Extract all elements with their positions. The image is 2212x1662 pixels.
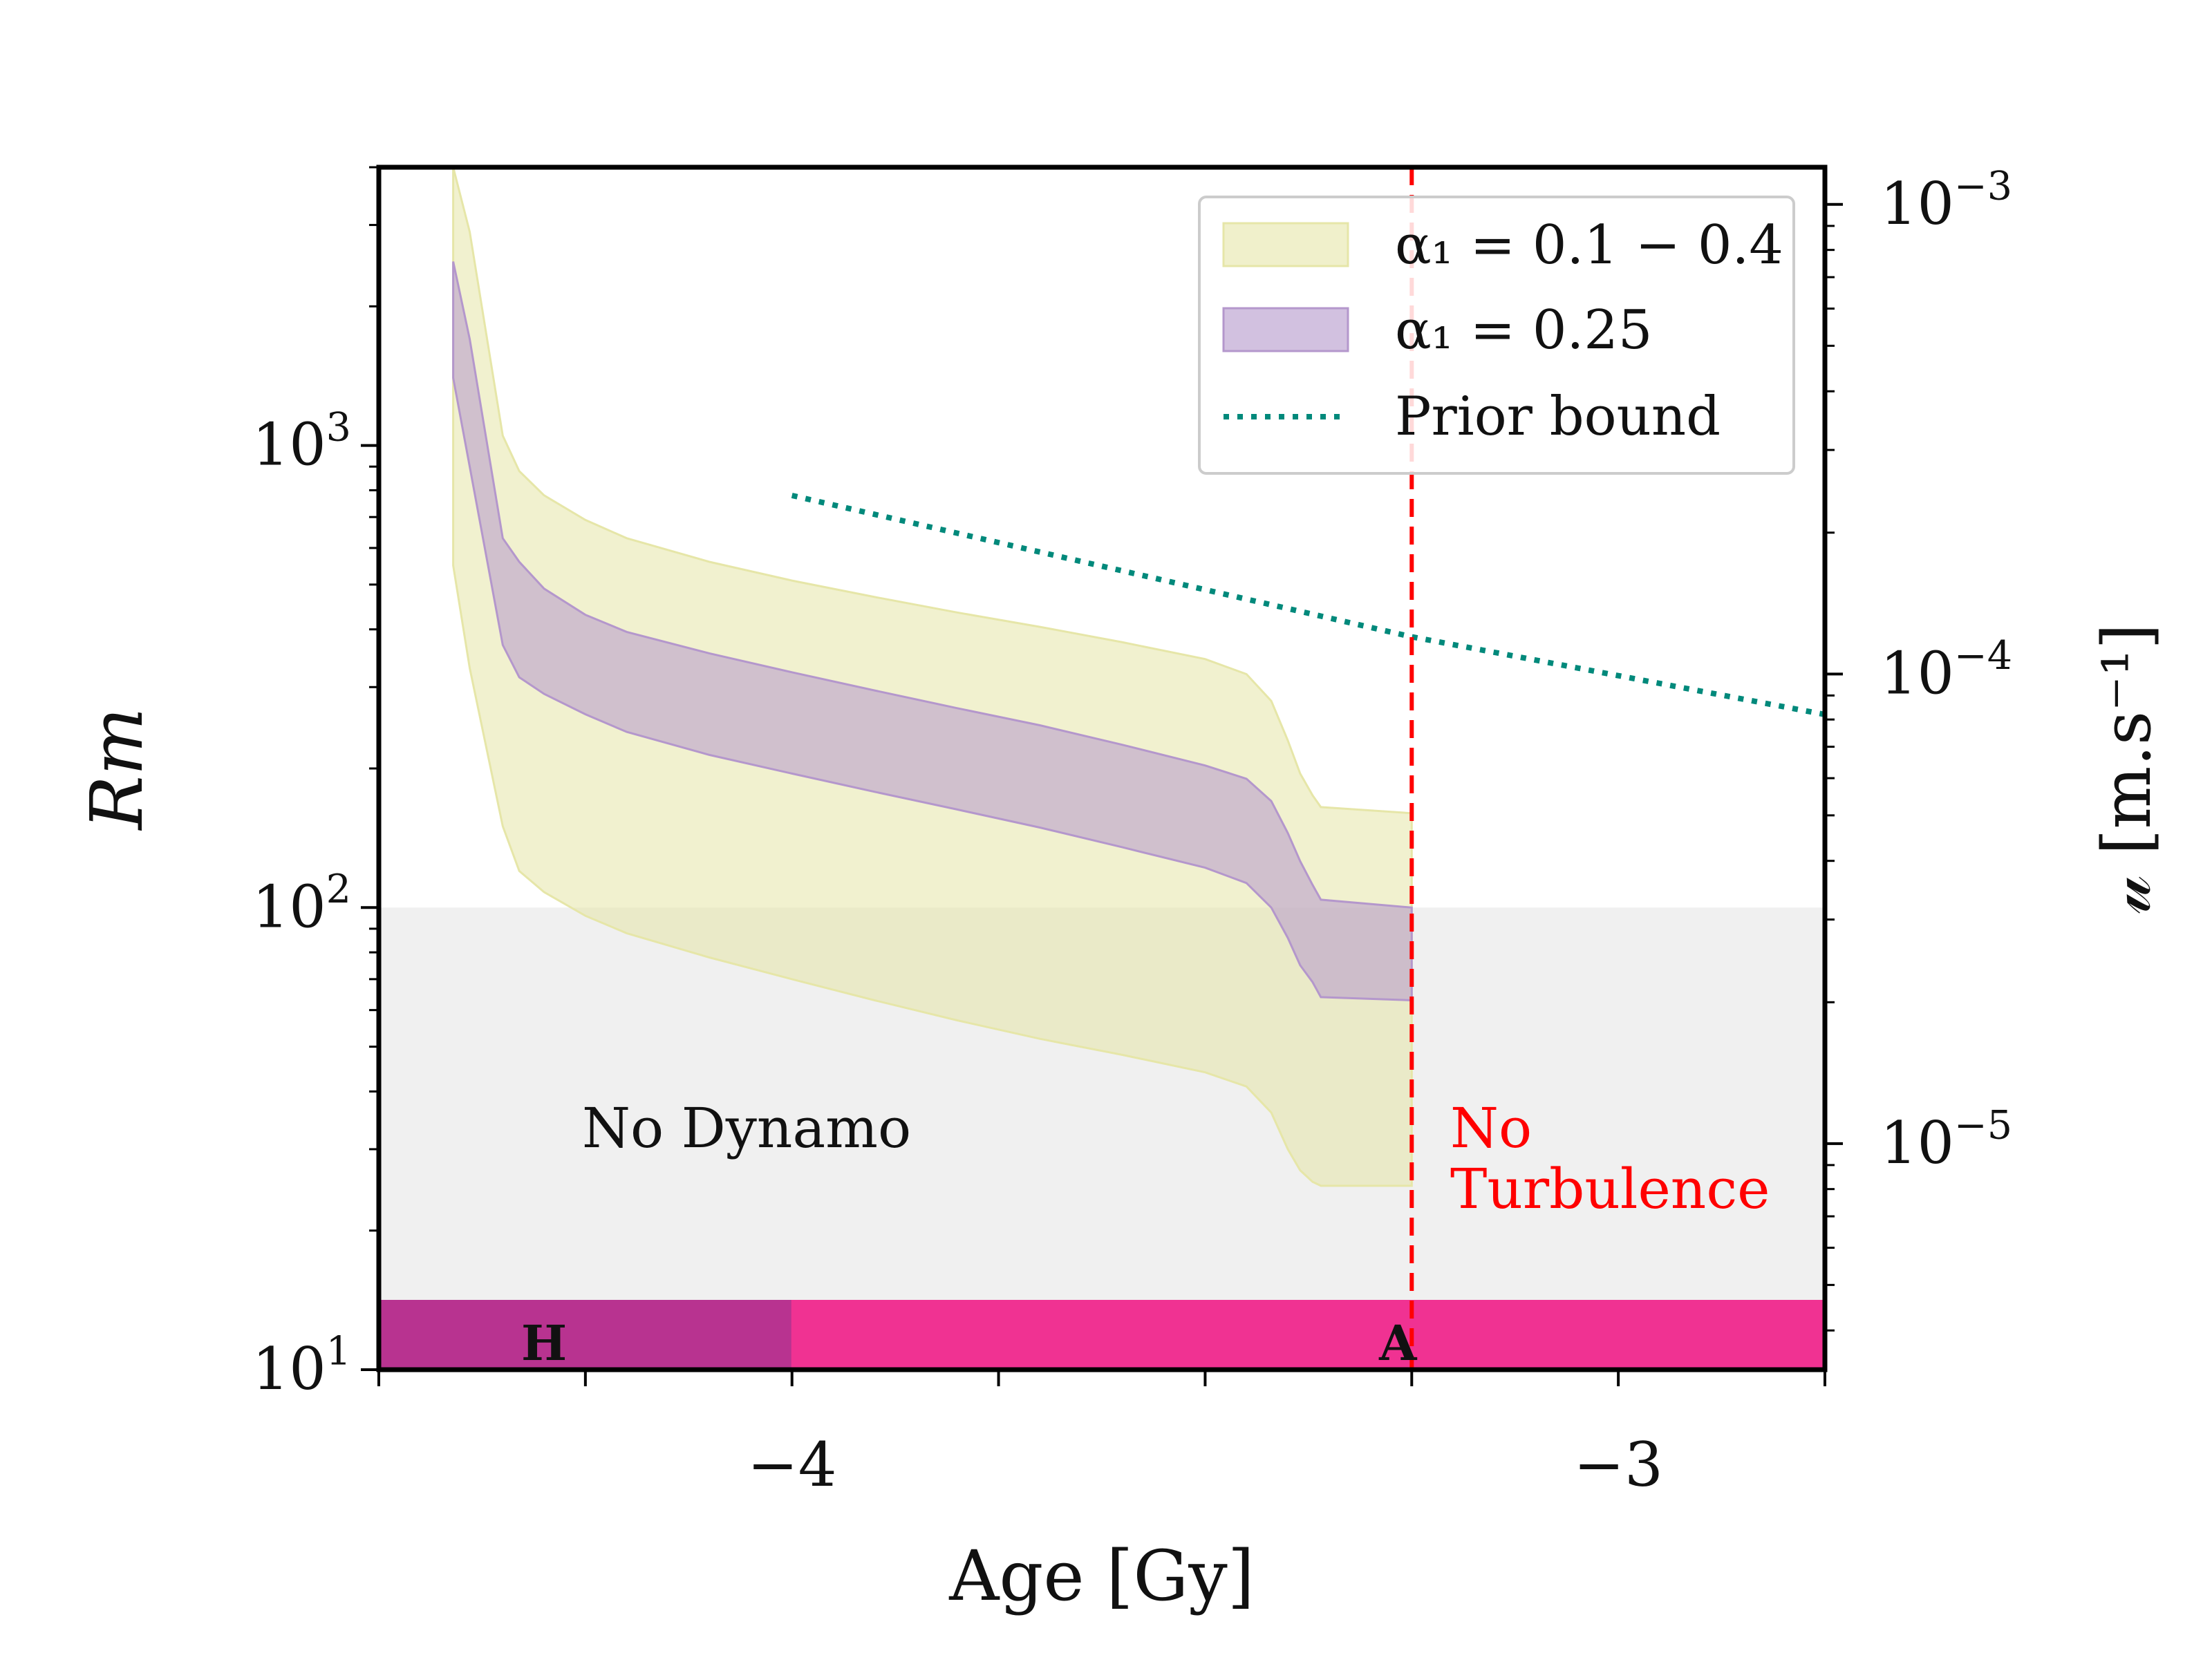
y2-tick-label: 10−3	[1880, 164, 2012, 238]
prior-bound-line	[791, 493, 1825, 717]
y-tick-label: 101	[252, 1329, 351, 1403]
x-tick-label: −3	[1573, 1429, 1663, 1500]
no-turbulence-label-line1: No	[1450, 1096, 1532, 1160]
epoch-bar-a	[791, 1300, 1825, 1370]
y-tick-label: 103	[252, 404, 351, 478]
epoch-label-h: H	[521, 1314, 567, 1372]
legend-swatch	[1222, 307, 1349, 352]
y2-axis-label: 𝓊 [m.s⁻¹]	[2088, 623, 2166, 914]
legend-label: Prior bound	[1395, 386, 1721, 448]
legend-label: α₁ = 0.25	[1395, 299, 1653, 361]
epoch-bar-h	[379, 1300, 793, 1370]
epoch-label-a: A	[1378, 1314, 1418, 1372]
band-alpha-range	[452, 167, 1413, 1187]
x-tick-label: −4	[747, 1429, 837, 1500]
legend: α₁ = 0.1 − 0.4 α₁ = 0.25 Prior bound	[1198, 196, 1795, 475]
y2-tick-label: 10−5	[1880, 1103, 2012, 1177]
plot-area	[379, 167, 1825, 1370]
y-axis-label: Rm	[75, 708, 159, 831]
no-dynamo-label: No Dynamo	[582, 1096, 911, 1160]
y2-tick-label: 10−4	[1880, 633, 2012, 707]
x-axis-label: Age [Gy]	[948, 1536, 1255, 1616]
legend-label: α₁ = 0.1 − 0.4	[1395, 214, 1783, 276]
no-turbulence-label-line2: Turbulence	[1450, 1157, 1770, 1221]
y-tick-label: 102	[252, 867, 351, 941]
legend-swatch	[1222, 222, 1349, 267]
